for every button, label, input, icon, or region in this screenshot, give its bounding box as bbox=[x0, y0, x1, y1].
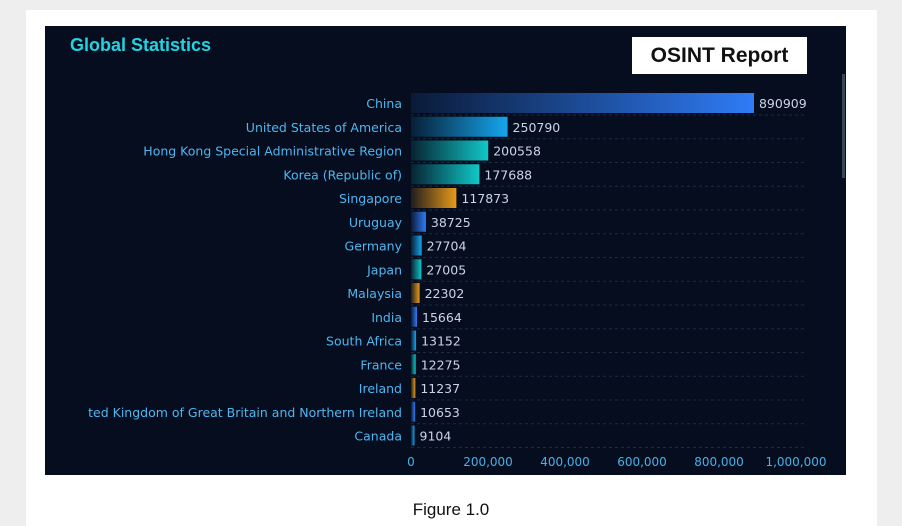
value-label: 9104 bbox=[420, 429, 452, 444]
value-label: 177688 bbox=[484, 167, 532, 182]
category-label: Korea (Republic of) bbox=[283, 167, 402, 182]
figure-caption: Figure 1.0 bbox=[412, 500, 490, 519]
category-label: ted Kingdom of Great Britain and Norther… bbox=[88, 405, 402, 420]
bar bbox=[411, 283, 420, 303]
category-label: Germany bbox=[345, 239, 403, 254]
category-label: India bbox=[371, 310, 402, 325]
category-label: Hong Kong Special Administrative Region bbox=[143, 144, 402, 159]
bar bbox=[411, 93, 754, 113]
category-label: China bbox=[366, 96, 402, 111]
value-label: 13152 bbox=[421, 334, 461, 349]
category-label: United States of America bbox=[246, 120, 402, 135]
bar bbox=[411, 259, 422, 280]
x-tick-label: 800,000 bbox=[694, 455, 744, 469]
category-label: Singapore bbox=[339, 191, 402, 206]
x-axis-ticks: 0 200,000 400,000 600,000 800,000 1,000,000 bbox=[407, 455, 826, 469]
category-label: Japan bbox=[366, 262, 402, 277]
bar bbox=[411, 306, 418, 327]
bars bbox=[411, 93, 754, 446]
scrollbar[interactable] bbox=[842, 74, 845, 178]
value-label: 12275 bbox=[421, 357, 461, 372]
category-labels: China United States of America Hong Kong S… bbox=[88, 96, 402, 444]
x-tick-label: 400,000 bbox=[540, 455, 590, 469]
value-label: 200558 bbox=[493, 144, 541, 159]
value-label: 11237 bbox=[420, 381, 460, 396]
x-tick-label: 200,000 bbox=[463, 455, 513, 469]
value-label: 117873 bbox=[461, 191, 509, 206]
value-label: 22302 bbox=[425, 286, 465, 301]
bar bbox=[411, 354, 416, 375]
category-label: France bbox=[360, 357, 402, 372]
value-label: 250790 bbox=[513, 120, 561, 135]
category-label: Uruguay bbox=[349, 215, 403, 230]
x-tick-label: 600,000 bbox=[617, 455, 667, 469]
bar bbox=[411, 188, 457, 208]
category-label: Ireland bbox=[359, 381, 402, 396]
value-labels: 890909 250790 200558 177688 117873 38725 27704… bbox=[420, 96, 807, 444]
bar bbox=[411, 401, 416, 422]
value-label: 890909 bbox=[759, 96, 807, 111]
value-label: 27005 bbox=[426, 262, 466, 277]
bar bbox=[411, 378, 416, 398]
bar bbox=[411, 425, 415, 446]
x-tick-label: 1,000,000 bbox=[765, 455, 826, 469]
chart-panel: Global Statistics OSINT Report China Unit… bbox=[45, 26, 846, 475]
value-label: 15664 bbox=[422, 310, 462, 325]
bar bbox=[411, 235, 422, 256]
value-label: 38725 bbox=[431, 215, 471, 230]
report-badge: OSINT Report bbox=[632, 37, 807, 74]
category-label: Canada bbox=[354, 429, 402, 444]
bar bbox=[411, 140, 489, 161]
bar bbox=[411, 116, 508, 137]
bar-chart: China United States of America Hong Kong S… bbox=[88, 93, 827, 469]
x-tick-label: 0 bbox=[407, 455, 415, 469]
bar bbox=[411, 211, 426, 232]
bar bbox=[411, 330, 417, 351]
chart-title: Global Statistics bbox=[70, 35, 212, 55]
bar bbox=[411, 164, 480, 185]
category-label: South Africa bbox=[326, 334, 402, 349]
value-label: 10653 bbox=[420, 405, 460, 420]
value-label: 27704 bbox=[427, 239, 467, 254]
category-label: Malaysia bbox=[347, 286, 402, 301]
